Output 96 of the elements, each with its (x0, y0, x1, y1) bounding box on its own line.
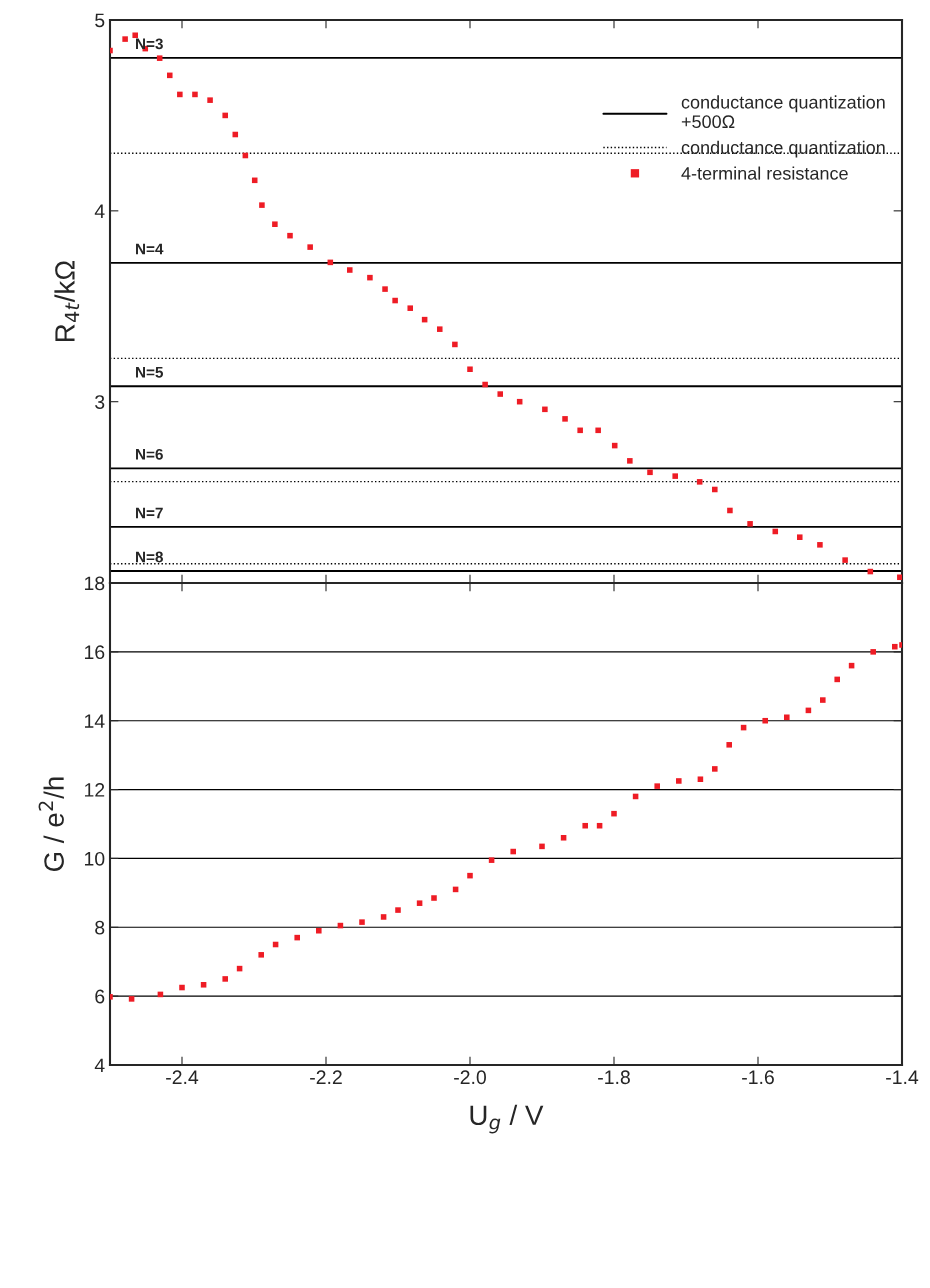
point (392, 297, 398, 304)
y-tick-label: 14 (85, 714, 105, 728)
point (132, 32, 138, 39)
y-tick-label: 4 (94, 1058, 105, 1073)
point (712, 766, 718, 772)
point (177, 91, 183, 98)
point (712, 486, 718, 493)
point (128, 996, 135, 1002)
point (697, 776, 704, 783)
x-tick-label: -1.6 (742, 1070, 774, 1085)
point (611, 810, 617, 817)
point (452, 341, 458, 348)
point (577, 427, 583, 434)
x-tick-label: -2.0 (454, 1070, 486, 1085)
y-tick-label: 18 (85, 576, 105, 591)
point (897, 574, 902, 581)
point (307, 244, 313, 250)
point (122, 36, 128, 42)
point (542, 406, 548, 413)
point (654, 783, 660, 789)
point (222, 112, 228, 119)
point (316, 927, 322, 934)
point (595, 427, 601, 434)
point (207, 97, 213, 103)
point (346, 267, 353, 273)
point (488, 857, 495, 863)
point (179, 984, 185, 991)
y-tick-label: 12 (85, 783, 105, 797)
point (359, 919, 365, 925)
y-tick-label: 6 (95, 989, 105, 1004)
point (382, 286, 388, 292)
point (784, 714, 790, 721)
point (258, 952, 264, 958)
legend-label: 4-terminal resistance (681, 166, 848, 180)
point (395, 907, 401, 913)
point (294, 934, 300, 941)
y-axis-title: R$_{4t}$/kΩ (54, 261, 80, 342)
annotation: N=5 (136, 367, 164, 378)
x-tick-label: -2.2 (310, 1070, 342, 1084)
annotation: N=7 (136, 507, 163, 519)
point (192, 91, 198, 98)
point (747, 521, 753, 527)
point (727, 507, 733, 514)
x-tick-label: -1.4 (886, 1070, 919, 1084)
point (834, 676, 840, 683)
y-tick-label: 8 (95, 920, 105, 935)
y-tick-label: 5 (95, 13, 105, 28)
y-tick-label: 10 (85, 851, 105, 866)
y-tick-label: 4 (94, 204, 105, 218)
annotation: N=3 (136, 38, 163, 50)
point (560, 834, 567, 841)
annotation: N=8 (136, 551, 163, 563)
point (562, 416, 568, 422)
point (762, 717, 768, 724)
point (892, 643, 898, 650)
y-tick-label: 16 (85, 645, 105, 660)
point (467, 366, 473, 373)
point (726, 742, 732, 748)
point (259, 202, 265, 208)
point (287, 232, 293, 239)
x-tick-label: -2.4 (166, 1070, 199, 1084)
point (817, 542, 823, 548)
point (676, 778, 682, 784)
point (497, 391, 504, 397)
point (467, 872, 473, 879)
point (582, 822, 588, 829)
y-axis-title: G / e$^{2}$/h (38, 777, 64, 872)
point (647, 469, 653, 476)
x-tick-label: -1.8 (598, 1070, 630, 1085)
point (380, 914, 387, 920)
point (820, 697, 826, 703)
point (431, 895, 437, 901)
point (696, 479, 703, 485)
legend-label: conductance quantization (681, 140, 885, 158)
annotation: N=6 (136, 448, 163, 460)
y-tick-label: 3 (95, 395, 105, 409)
x-axis-title: U$_{g}$ / V (470, 1104, 544, 1134)
point (539, 843, 545, 850)
point (156, 55, 163, 61)
point (482, 381, 488, 388)
point (407, 305, 414, 311)
legend-label: conductance quantization +500Ω (681, 95, 885, 129)
point (200, 982, 207, 988)
point (672, 473, 678, 479)
point (166, 72, 173, 79)
point (842, 557, 848, 563)
point (222, 976, 228, 982)
point (436, 326, 443, 332)
point (367, 274, 373, 281)
point (416, 900, 423, 906)
point (796, 534, 803, 540)
annotation: N=4 (136, 243, 164, 255)
point (870, 649, 876, 655)
point (627, 458, 633, 464)
point (510, 848, 516, 855)
point (272, 221, 278, 227)
